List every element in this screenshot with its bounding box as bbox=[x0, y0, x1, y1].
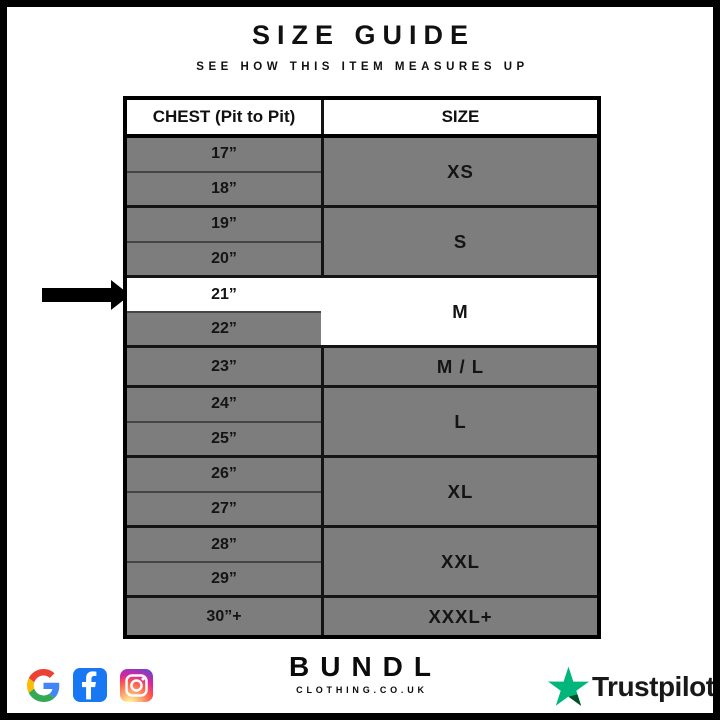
chest-stack: 21” 22” bbox=[127, 278, 324, 346]
size-cell: L bbox=[454, 410, 467, 432]
chest-cell: 30”+ bbox=[206, 607, 242, 625]
chest-cell: 23” bbox=[211, 357, 237, 375]
size-cell: XXXL+ bbox=[428, 605, 493, 627]
chest-cell: 17” bbox=[211, 145, 237, 163]
chest-cell: 21” bbox=[211, 285, 237, 303]
chest-cell: 20” bbox=[127, 240, 321, 276]
facebook-icon bbox=[73, 668, 107, 702]
page-title: SIZE GUIDE bbox=[251, 20, 476, 50]
table-group: 26” 27” XL bbox=[127, 455, 597, 526]
table-group: 19” 20” S bbox=[127, 205, 597, 276]
chest-cell: 28” bbox=[211, 535, 237, 553]
brand-name: BUNDL bbox=[289, 651, 442, 682]
trustpilot-star-icon bbox=[548, 666, 589, 706]
chest-stack: 24” 25” bbox=[127, 388, 324, 456]
size-cell: S bbox=[453, 230, 468, 252]
size-cell: M / L bbox=[436, 355, 485, 377]
chest-cell: 26” bbox=[211, 465, 237, 483]
table-body: 17” 18” XS 19” 20” S 21” 22” M 23” M / L 24” 25” L 26”… bbox=[127, 138, 597, 635]
page-subtitle: SEE HOW THIS ITEM MEASURES UP bbox=[196, 61, 529, 73]
table-group: 21” 22” M bbox=[127, 275, 597, 346]
chest-stack: 28” 29” bbox=[127, 528, 324, 596]
trustpilot-logo: Trustpilot bbox=[548, 666, 715, 707]
chest-cell: 27” bbox=[127, 490, 321, 526]
chest-cell: 22” bbox=[127, 310, 321, 346]
chest-stack: 19” 20” bbox=[127, 208, 324, 276]
chest-cell: 25” bbox=[127, 420, 321, 456]
chest-cell: 29” bbox=[127, 560, 321, 596]
table-group: 30”+ XXXL+ bbox=[127, 595, 597, 635]
table-header-row: CHEST (Pit to Pit) SIZE bbox=[127, 100, 597, 138]
table-group: 24” 25” L bbox=[127, 385, 597, 456]
instagram-icon bbox=[120, 668, 153, 702]
chest-stack: 30”+ bbox=[127, 598, 324, 635]
size-cell: M bbox=[452, 300, 469, 322]
brand-domain: CLOTHING.CO.UK bbox=[296, 684, 428, 695]
table-group: 23” M / L bbox=[127, 345, 597, 385]
size-guide-table: CHEST (Pit to Pit) SIZE 17” 18” XS 19” 20” S 2… bbox=[123, 96, 601, 639]
size-column-header: SIZE bbox=[441, 107, 480, 126]
right-arrow-icon bbox=[42, 280, 130, 310]
chest-stack: 17” 18” bbox=[127, 138, 324, 206]
trustpilot-label: Trustpilot bbox=[592, 670, 715, 702]
size-cell: XXL bbox=[441, 550, 480, 572]
arrow-shaft bbox=[42, 288, 112, 302]
table-group: 17” 18” XS bbox=[127, 138, 597, 206]
chest-column-header: CHEST (Pit to Pit) bbox=[127, 100, 324, 134]
bundl-logo: BUNDL CLOTHING.CO.UK bbox=[7, 651, 713, 695]
chest-stack: 26” 27” bbox=[127, 458, 324, 526]
chest-cell: 18” bbox=[127, 170, 321, 206]
table-group: 28” 29” XXL bbox=[127, 525, 597, 596]
chest-stack: 23” bbox=[127, 348, 324, 385]
size-cell: XL bbox=[447, 480, 474, 502]
size-cell: XS bbox=[447, 160, 474, 182]
google-icon bbox=[27, 668, 60, 702]
chest-cell: 24” bbox=[211, 395, 237, 413]
social-icons bbox=[27, 668, 153, 702]
chest-cell: 19” bbox=[211, 215, 237, 233]
